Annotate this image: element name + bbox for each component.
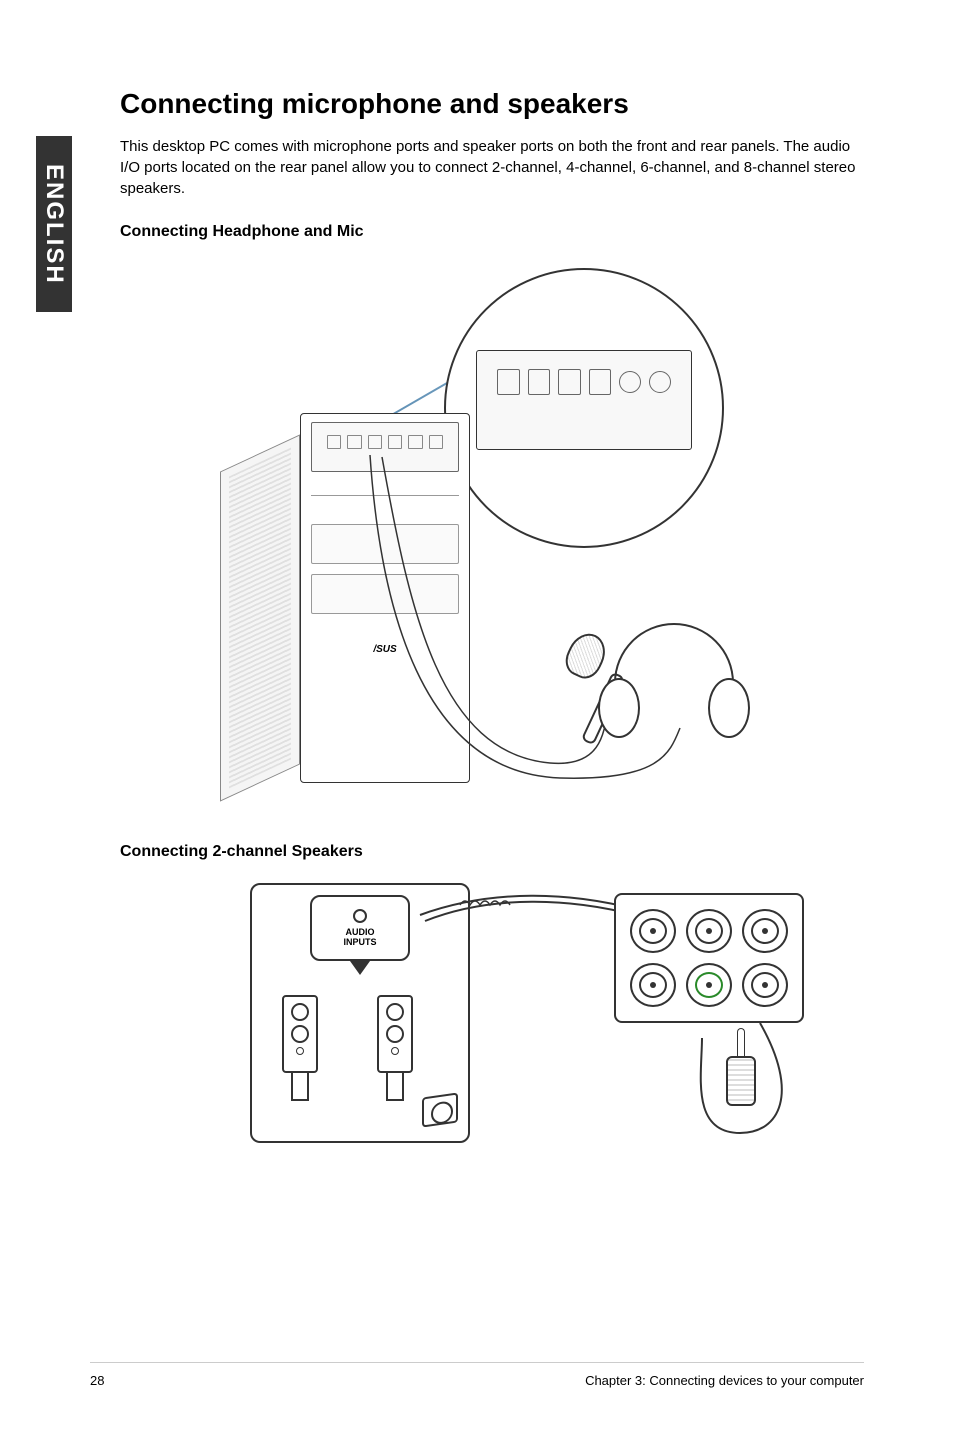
microphone-illustration xyxy=(568,633,604,678)
figure-headphone-mic: /SUS xyxy=(120,253,864,823)
speaker-cone-icon xyxy=(291,1025,309,1043)
speaker-cone-icon xyxy=(386,1003,404,1021)
speaker-body xyxy=(377,995,413,1073)
pc-tower-illustration: /SUS xyxy=(220,413,500,793)
speaker-cone-icon xyxy=(291,1003,309,1021)
usb-port-icon xyxy=(497,369,520,395)
audio-inputs-label: INPUTS xyxy=(343,937,376,947)
brand-logo: /SUS xyxy=(373,644,396,655)
speaker-body xyxy=(282,995,318,1073)
intro-paragraph: This desktop PC comes with microphone po… xyxy=(120,136,864,199)
speaker-right xyxy=(377,995,413,1105)
port-icon xyxy=(388,435,402,449)
port-icon xyxy=(368,435,382,449)
tower-front-panel: /SUS xyxy=(300,413,470,783)
zoom-top-panel xyxy=(476,350,692,450)
speaker-stand xyxy=(291,1073,309,1101)
audio-jack-icon xyxy=(353,909,367,923)
speaker-control-icon xyxy=(391,1047,399,1055)
audio-port-mic xyxy=(630,963,676,1007)
audio-inputs-box: AUDIO INPUTS xyxy=(310,895,410,961)
audio-jack-icon xyxy=(619,371,641,393)
usb-port-icon xyxy=(558,369,581,395)
audio-jack-plug xyxy=(723,1028,759,1138)
page-footer: 28 Chapter 3: Connecting devices to your… xyxy=(90,1362,864,1388)
plug-tip xyxy=(737,1028,745,1056)
usb-port-icon xyxy=(589,369,612,395)
usb-port-icon xyxy=(528,369,551,395)
port-icon xyxy=(327,435,341,449)
speaker-left xyxy=(282,995,318,1105)
speaker-cone-icon xyxy=(386,1025,404,1043)
tower-model-label xyxy=(311,484,459,496)
audio-port xyxy=(686,909,732,953)
speaker-stand xyxy=(386,1073,404,1101)
headphones-illustration xyxy=(604,623,744,753)
figure-2channel-speakers: AUDIO INPUTS xyxy=(120,873,864,1153)
main-heading: Connecting microphone and speakers xyxy=(120,88,864,120)
audio-port xyxy=(630,909,676,953)
audio-port-linein xyxy=(742,963,788,1007)
page-number: 28 xyxy=(90,1373,104,1388)
chapter-title: Chapter 3: Connecting devices to your co… xyxy=(585,1373,864,1388)
section1-heading: Connecting Headphone and Mic xyxy=(120,223,864,241)
optical-drive-bay xyxy=(311,524,459,564)
zoom-port-row xyxy=(497,369,671,395)
subwoofer xyxy=(422,1092,458,1127)
port-icon xyxy=(429,435,443,449)
tower-top-io-panel xyxy=(311,422,459,472)
port-icon xyxy=(408,435,422,449)
audio-jack-icon xyxy=(649,371,671,393)
page-container: Connecting microphone and speakers This … xyxy=(0,0,954,1438)
tower-side-panel xyxy=(220,434,300,801)
content-area: Connecting microphone and speakers This … xyxy=(120,88,864,1153)
audio-port-grid xyxy=(630,909,788,1007)
speaker-control-icon xyxy=(296,1047,304,1055)
audio-port-lineout-green xyxy=(686,963,732,1007)
rear-audio-panel xyxy=(614,893,804,1023)
headphone-cup-right xyxy=(708,678,750,738)
speaker-system-box: AUDIO INPUTS xyxy=(250,883,470,1143)
audio-inputs-label: AUDIO xyxy=(346,927,375,937)
arrow-down-icon xyxy=(350,961,370,975)
drive-bay xyxy=(311,574,459,614)
tower-top-ports xyxy=(327,435,443,449)
audio-port xyxy=(742,909,788,953)
headphone-cup-left xyxy=(598,678,640,738)
section2-heading: Connecting 2-channel Speakers xyxy=(120,843,864,861)
port-icon xyxy=(347,435,361,449)
plug-body xyxy=(726,1056,756,1106)
